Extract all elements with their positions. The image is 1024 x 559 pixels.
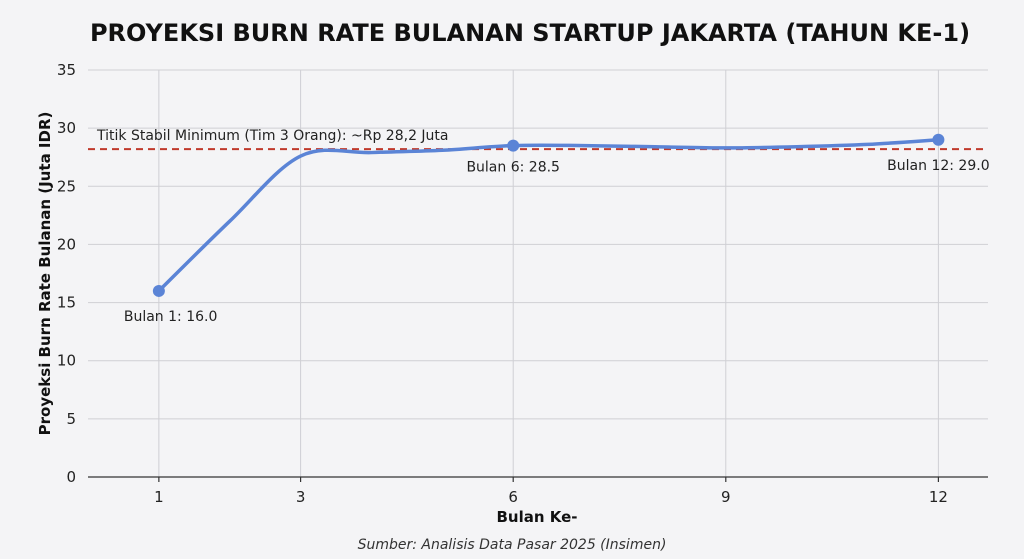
x-tick-label: 1 [154, 488, 164, 506]
x-axis-label: Bulan Ke- [496, 508, 577, 526]
y-tick-label: 25 [57, 177, 76, 195]
data-label: Bulan 12: 29.0 [887, 158, 989, 174]
y-axis-label: Proyeksi Burn Rate Bulanan (Juta IDR) [36, 112, 54, 436]
x-tick-label: 9 [721, 488, 731, 506]
chart-title: PROYEKSI BURN RATE BULANAN STARTUP JAKAR… [90, 19, 970, 47]
y-tick-label: 35 [57, 61, 76, 79]
y-tick-label: 0 [66, 468, 76, 486]
x-tick-label: 12 [929, 488, 948, 506]
data-point [507, 139, 520, 152]
reference-line-label: Titik Stabil Minimum (Tim 3 Orang): ~Rp … [96, 128, 449, 144]
data-point [932, 133, 945, 146]
series-line [157, 138, 941, 293]
y-tick-label: 10 [57, 352, 76, 370]
data-labels: Bulan 1: 16.0 Bulan 6: 28.5 Bulan 12: 29.0 [124, 158, 990, 325]
x-tick-label: 6 [508, 488, 518, 506]
data-point [152, 284, 165, 297]
reference-line-group: Titik Stabil Minimum (Tim 3 Orang): ~Rp … [88, 128, 988, 151]
axes: 0 5 10 15 20 25 30 35 1 3 6 9 12 [57, 61, 988, 506]
source-note: Sumber: Analisis Data Pasar 2025 (Insime… [358, 537, 667, 553]
data-label: Bulan 1: 16.0 [124, 309, 218, 325]
series-group [152, 133, 945, 297]
y-tick-label: 30 [57, 119, 76, 137]
y-tick-label: 15 [57, 294, 76, 312]
x-tick-label: 3 [296, 488, 306, 506]
data-label: Bulan 6: 28.5 [466, 160, 560, 176]
y-tick-label: 20 [57, 235, 76, 253]
y-tick-label: 5 [66, 410, 76, 428]
